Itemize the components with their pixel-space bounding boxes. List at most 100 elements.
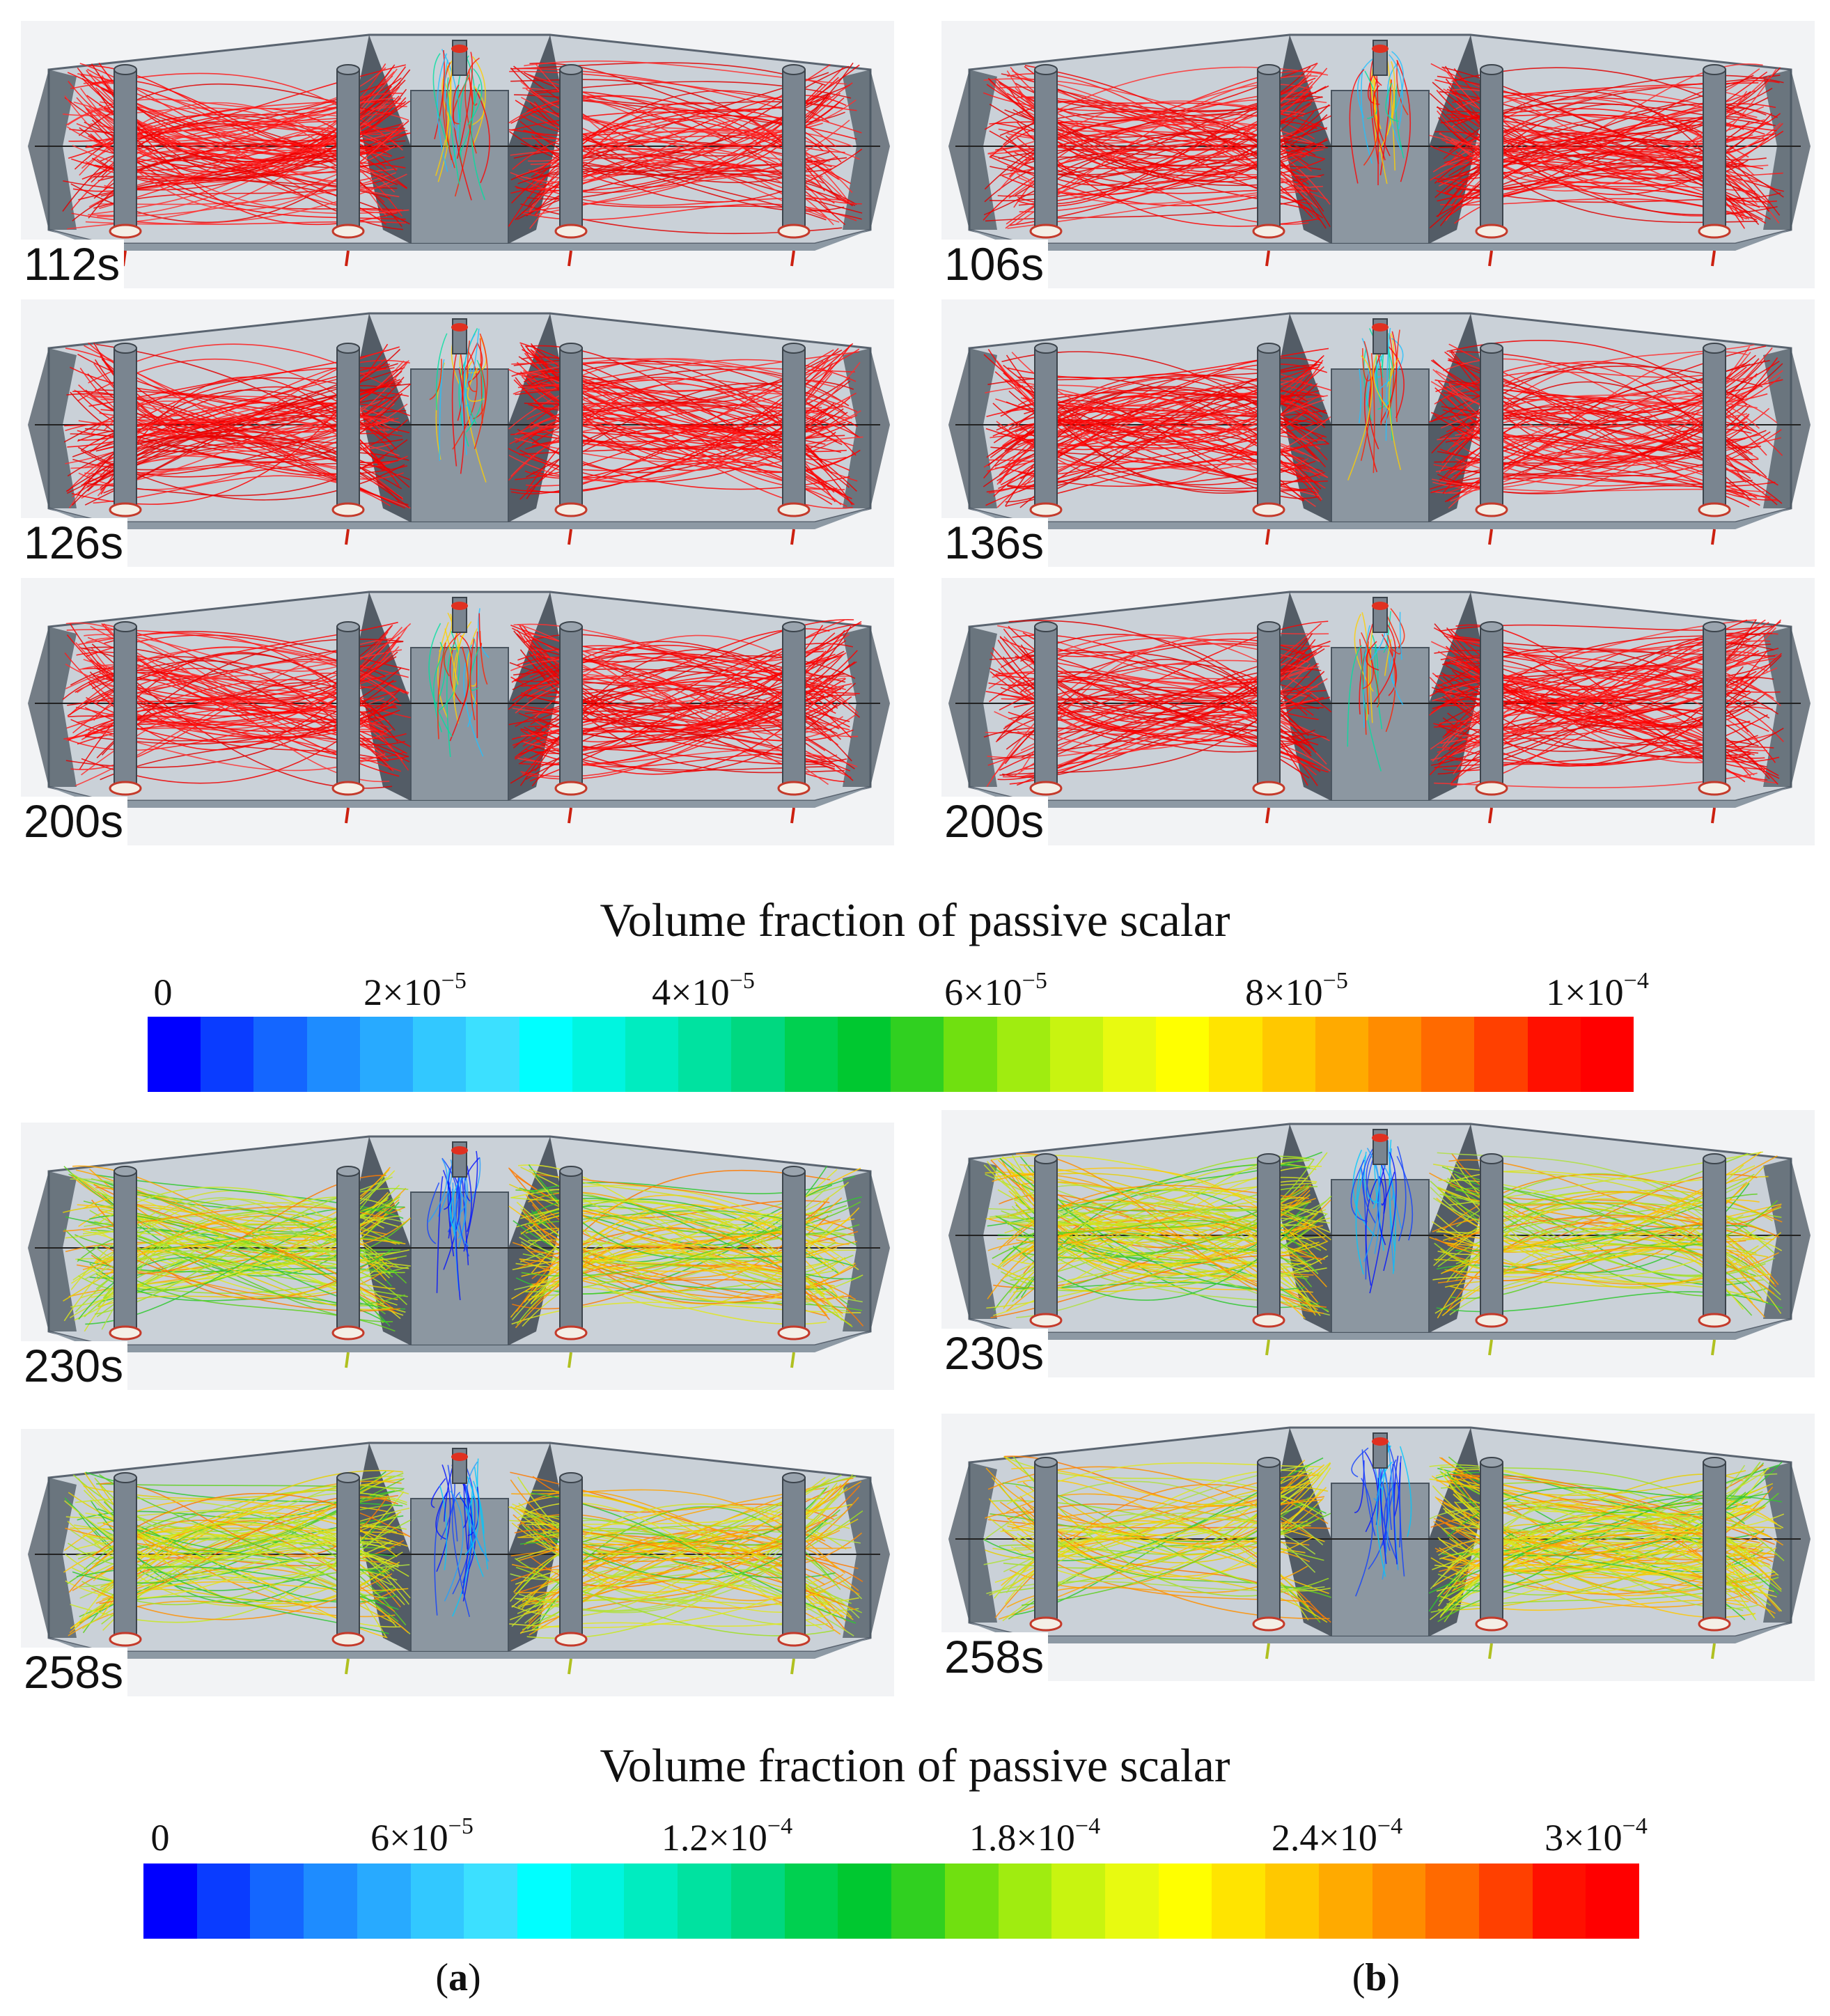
colorbar-band <box>1212 1863 1266 1939</box>
colorbar-band <box>1262 1017 1315 1092</box>
colorbar-band <box>1156 1017 1210 1092</box>
subfigure-label-b: (b) <box>1352 1956 1400 1999</box>
colorbar-band <box>1478 1863 1533 1939</box>
colorbar-ticks: 0 6×10−5 1.2×10−4 1.8×10−4 2.4×10−4 3×10… <box>0 1813 1830 1859</box>
colorbar-band <box>519 1017 572 1092</box>
colorbar-band <box>1372 1863 1426 1939</box>
colorbar-band <box>1586 1863 1640 1939</box>
colorbar-band <box>413 1017 467 1092</box>
colorbar-band <box>624 1863 678 1939</box>
panel-a5: 258s <box>21 1429 894 1696</box>
colorbar-band <box>466 1017 519 1092</box>
time-label: 200s <box>21 797 128 845</box>
colorbar-band <box>678 1863 731 1939</box>
time-label: 112s <box>21 240 125 288</box>
time-label: 136s <box>941 518 1049 567</box>
colorbar-band <box>837 1017 891 1092</box>
colorbar-band <box>1209 1017 1262 1092</box>
tundish-scene <box>948 1123 1811 1356</box>
colorbar-band <box>410 1863 464 1939</box>
colorbar-band <box>784 1017 838 1092</box>
colorbar-band <box>1474 1017 1528 1092</box>
time-label: 230s <box>21 1341 128 1390</box>
panel-b4: 230s <box>941 1110 1815 1377</box>
colorbar-band <box>1580 1017 1634 1092</box>
tundish-scene <box>948 33 1811 267</box>
colorbar-band <box>143 1863 197 1939</box>
colorbar-band <box>1425 1863 1479 1939</box>
tundish-scene <box>28 312 890 545</box>
subfigure-label-a: (a) <box>435 1956 481 1999</box>
colorbar-band <box>1315 1017 1369 1092</box>
panel-b2: 136s <box>941 299 1815 567</box>
colorbar-band <box>891 1863 945 1939</box>
time-label: 200s <box>941 797 1049 845</box>
colorbar-band <box>201 1017 254 1092</box>
colorbar-tick: 1×10−4 <box>1546 968 1649 1013</box>
colorbar-tick: 1.8×10−4 <box>969 1813 1101 1859</box>
colorbar-band <box>678 1017 732 1092</box>
colorbar-band <box>304 1863 357 1939</box>
colorbar-title: Volume fraction of passive scalar <box>600 893 1230 946</box>
colorbar-band <box>944 1863 999 1939</box>
colorbar-band <box>998 1863 1052 1939</box>
panel-a4: 230s <box>21 1123 894 1390</box>
colorbar-band <box>196 1863 251 1939</box>
colorbar-ticks: 0 2×10−5 4×10−5 6×10−5 8×10−5 1×10−4 <box>0 968 1830 1013</box>
colorbar-band <box>731 1017 785 1092</box>
colorbar-tick: 6×10−5 <box>370 1813 474 1859</box>
colorbar-band <box>1318 1863 1372 1939</box>
tundish-scene <box>948 312 1811 545</box>
tundish-scene <box>28 33 890 267</box>
colorbar-band <box>250 1863 304 1939</box>
panel-b1: 106s <box>941 21 1815 288</box>
panel-b3: 200s <box>941 578 1815 845</box>
colorbar-band <box>1104 1863 1159 1939</box>
colorbar-band <box>625 1017 679 1092</box>
colorbar-band <box>784 1863 838 1939</box>
colorbar-band <box>253 1017 307 1092</box>
time-label: 258s <box>21 1648 128 1696</box>
colorbar-tick: 1.2×10−4 <box>661 1813 793 1859</box>
colorbar-band <box>838 1863 892 1939</box>
colorbar-tick: 2×10−5 <box>363 968 467 1013</box>
colorbar-band <box>517 1863 571 1939</box>
tundish-scene <box>28 1441 890 1675</box>
colorbar-band <box>944 1017 997 1092</box>
tundish-scene <box>28 591 890 824</box>
colorbar-band <box>572 1017 625 1092</box>
colorbar-band <box>357 1863 411 1939</box>
colorbar-band <box>464 1863 518 1939</box>
colorbar-band <box>891 1017 944 1092</box>
colorbar-tick: 0 <box>153 971 173 1013</box>
colorbar <box>143 1863 1640 1939</box>
colorbar <box>148 1017 1634 1092</box>
tundish-scene <box>28 1135 890 1368</box>
colorbar-band <box>306 1017 360 1092</box>
colorbar-band <box>1421 1017 1475 1092</box>
colorbar-band <box>1527 1017 1581 1092</box>
colorbar-band <box>359 1017 414 1092</box>
colorbar-band <box>1368 1017 1422 1092</box>
colorbar-band <box>1532 1863 1586 1939</box>
colorbar-band <box>570 1863 625 1939</box>
colorbar-band <box>1051 1863 1105 1939</box>
colorbar-band <box>1158 1863 1212 1939</box>
colorbar-tick: 3×10−4 <box>1544 1813 1648 1859</box>
colorbar-band <box>730 1863 785 1939</box>
tundish-scene <box>948 1426 1811 1659</box>
colorbar-tick: 4×10−5 <box>652 968 755 1013</box>
panel-a3: 200s <box>21 578 894 845</box>
colorbar-tick: 8×10−5 <box>1245 968 1348 1013</box>
colorbar-band <box>148 1017 201 1092</box>
panel-a1: 112s <box>21 21 894 288</box>
colorbar-title: Volume fraction of passive scalar <box>600 1739 1230 1792</box>
time-label: 258s <box>941 1632 1049 1681</box>
colorbar-band <box>1265 1863 1319 1939</box>
time-label: 126s <box>21 518 128 567</box>
colorbar-tick: 6×10−5 <box>944 968 1047 1013</box>
time-label: 230s <box>941 1329 1049 1377</box>
colorbar-band <box>1102 1017 1157 1092</box>
colorbar-tick: 2.4×10−4 <box>1271 1813 1403 1859</box>
colorbar-band <box>1049 1017 1103 1092</box>
